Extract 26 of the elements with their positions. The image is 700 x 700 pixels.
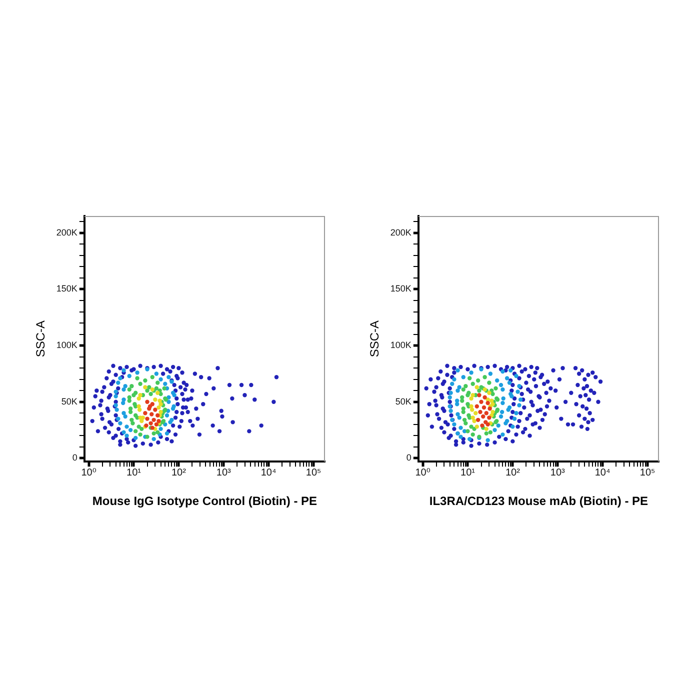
x-tick-label: 10⁵ bbox=[306, 467, 322, 478]
y-tick-label: 200K bbox=[390, 227, 412, 238]
x-tick-label: 10⁴ bbox=[594, 467, 610, 478]
y-tick-label: 50K bbox=[61, 396, 78, 406]
y-axis-title: SSC-A bbox=[34, 320, 48, 358]
y-tick-label: 100K bbox=[390, 340, 412, 350]
x-tick-label: 10⁰ bbox=[415, 467, 430, 478]
y-tick-label: 0 bbox=[72, 452, 78, 463]
y-tick-label: 150K bbox=[390, 284, 412, 294]
y-tick-label: 100K bbox=[56, 340, 78, 350]
y-tick-label: 150K bbox=[56, 284, 78, 294]
x-tick-label: 10⁵ bbox=[640, 467, 656, 478]
x-tick-label: 10¹ bbox=[126, 467, 142, 478]
x-tick-label: 10¹ bbox=[460, 467, 476, 478]
x-axis-title: Mouse IgG Isotype Control (Biotin) - PE bbox=[92, 494, 318, 508]
y-tick-label: 0 bbox=[406, 452, 412, 463]
x-tick-label: 10⁴ bbox=[260, 467, 276, 478]
y-tick-label: 50K bbox=[395, 396, 412, 406]
x-tick-label: 10⁰ bbox=[81, 467, 96, 478]
x-tick-label: 10³ bbox=[550, 467, 566, 478]
x-tick-label: 10² bbox=[505, 467, 521, 478]
y-tick-label: 200K bbox=[56, 227, 78, 238]
x-tick-label: 10² bbox=[171, 467, 187, 478]
x-tick-label: 10³ bbox=[216, 467, 232, 478]
y-axis-title: SSC-A bbox=[368, 320, 382, 358]
x-axis-title: IL3RA/CD123 Mouse mAb (Biotin) - PE bbox=[429, 494, 648, 508]
